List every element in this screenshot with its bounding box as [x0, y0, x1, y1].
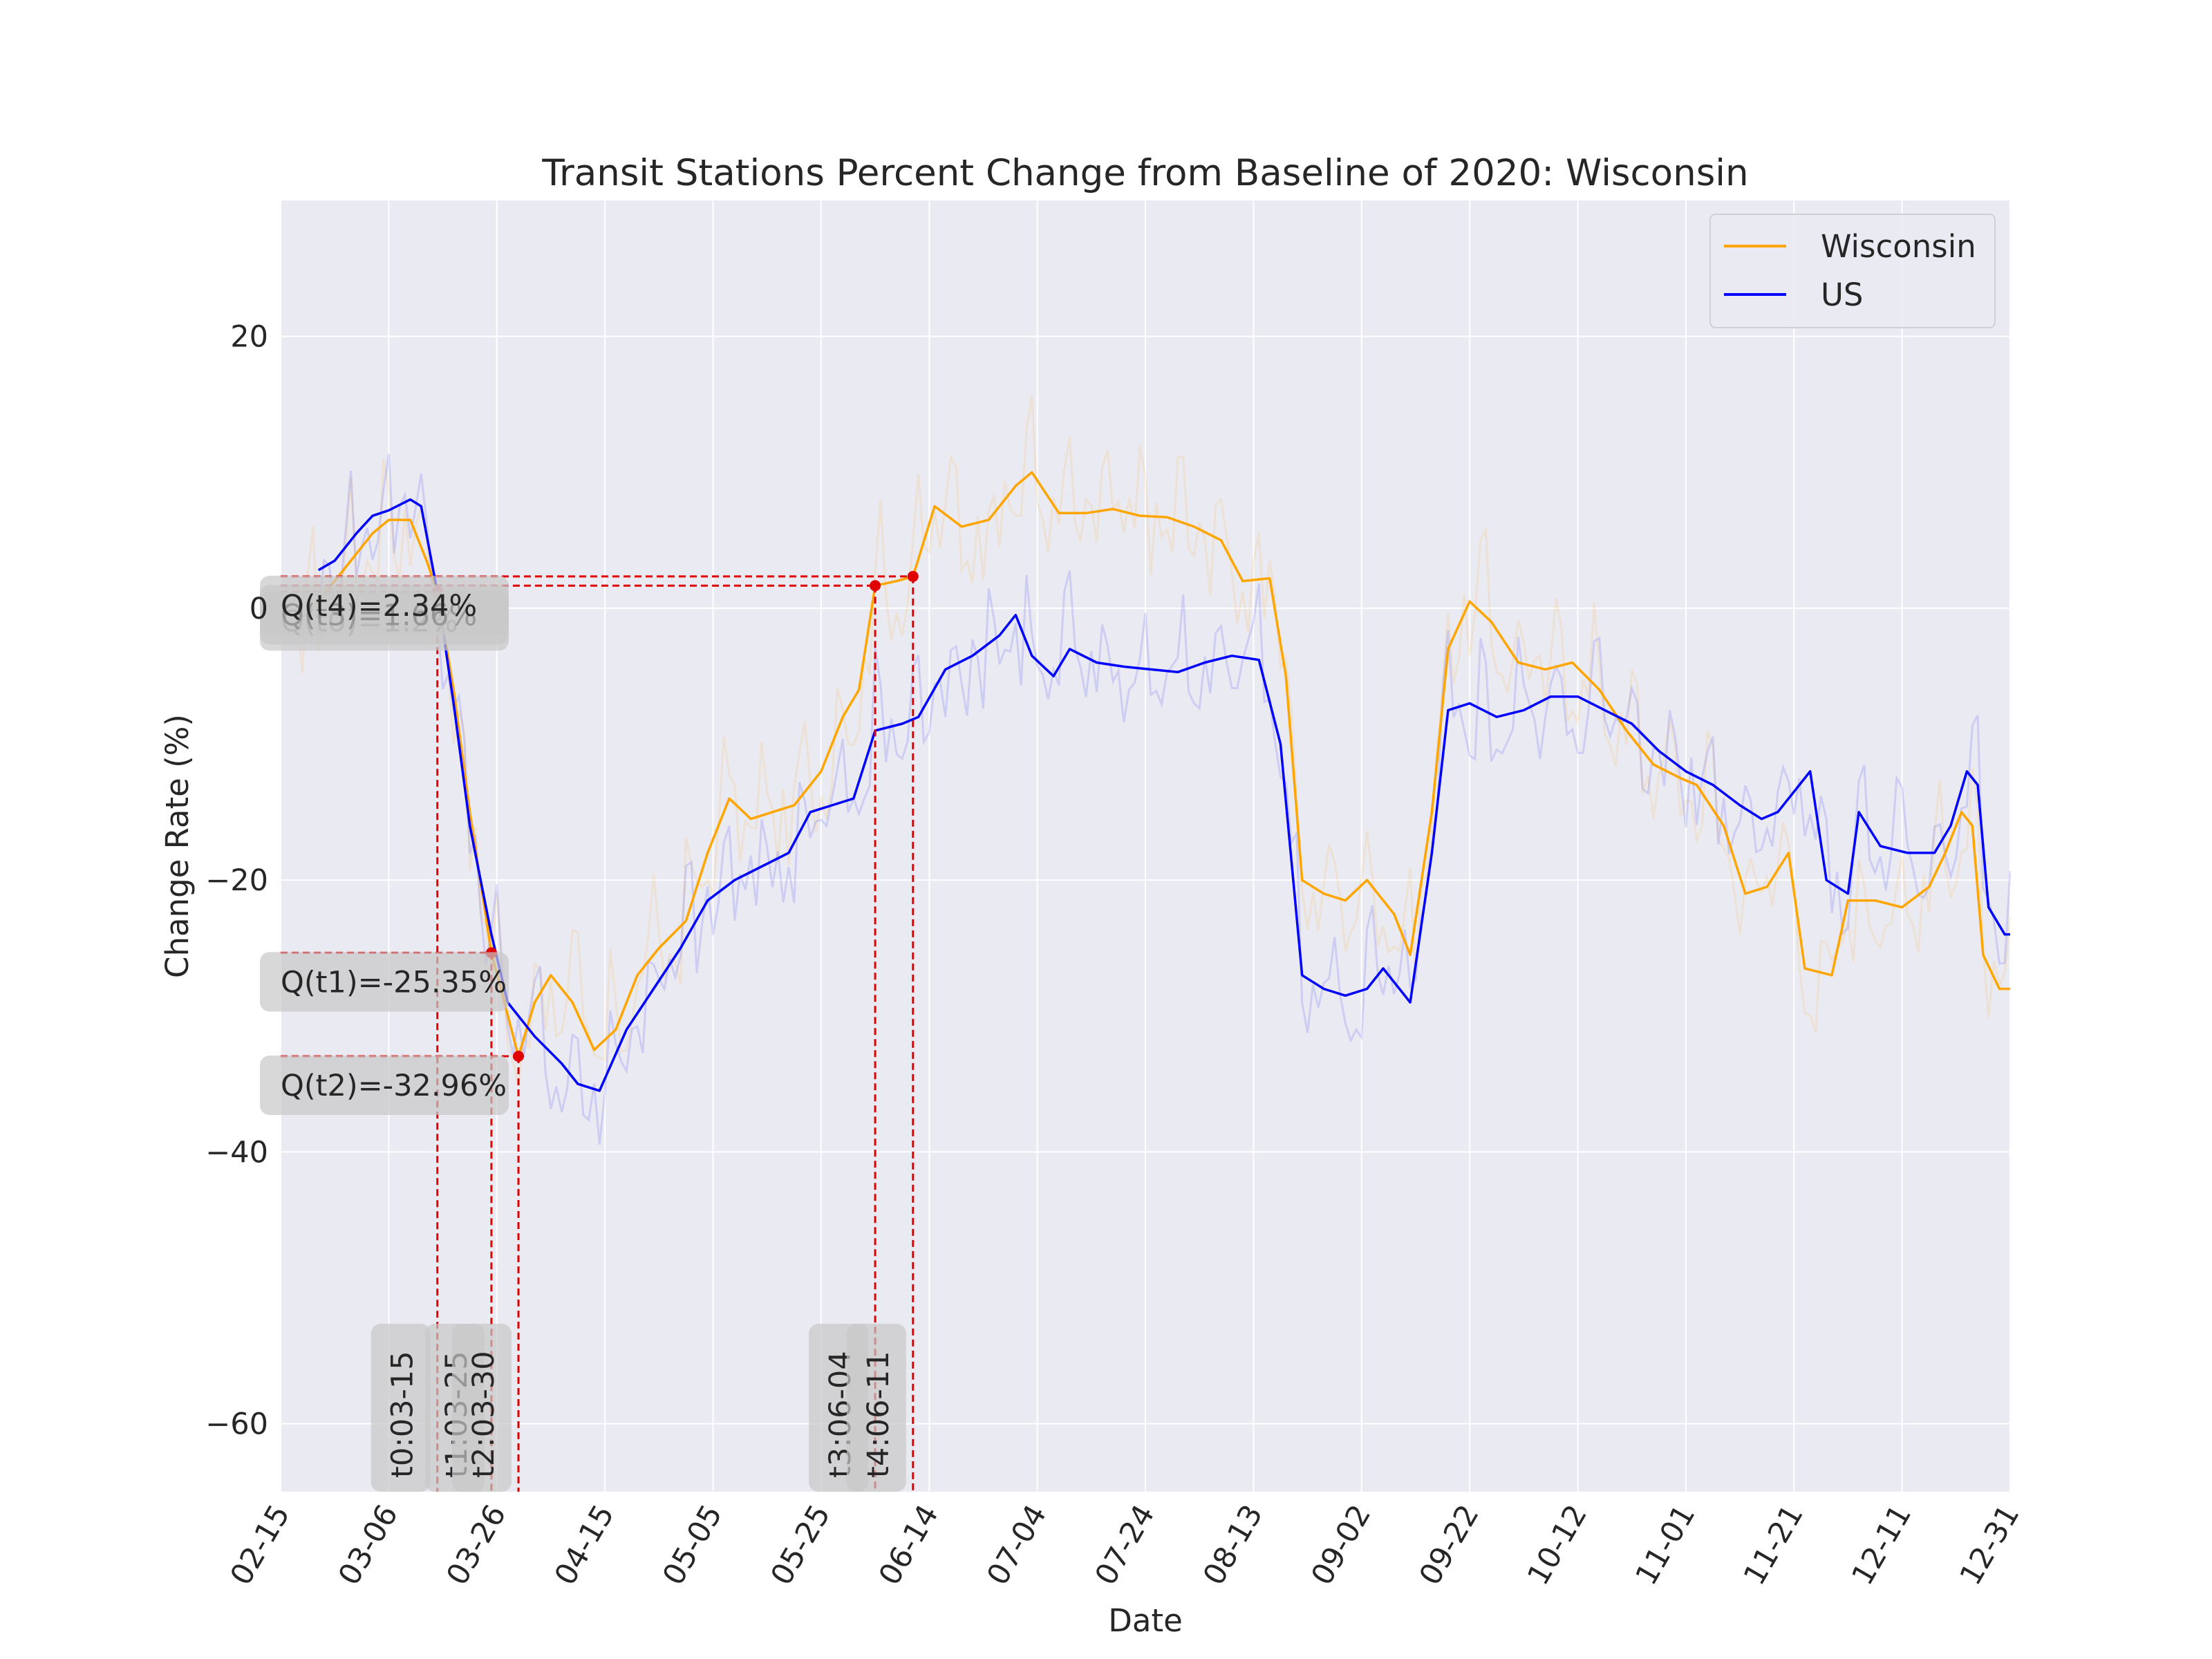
y-axis-label: Change Rate (%): [159, 714, 196, 978]
chart-title: Transit Stations Percent Change from Bas…: [541, 152, 1748, 194]
x-annotation-label: t4:06-11: [861, 1351, 896, 1478]
annotation-labels: Q(t0)=1.2%t0:03-15Q(t1)=-25.35%t1:03-25Q…: [260, 575, 906, 1492]
x-tick-label: 05-05: [656, 1499, 729, 1591]
x-annotation-label: t0:03-15: [386, 1351, 420, 1478]
x-tick-label: 12-31: [1953, 1499, 2027, 1591]
annotation-point: [870, 580, 881, 592]
x-tick-label: 03-26: [440, 1499, 513, 1591]
raw-line-1: [317, 453, 2012, 1145]
x-annotation-box: [846, 1324, 906, 1492]
raw-lines: [290, 395, 2012, 1145]
x-tick-label: 12-11: [1845, 1499, 1918, 1591]
x-annotation-box: [452, 1324, 512, 1492]
grid: [280, 200, 2011, 1492]
y-tick-label: −40: [205, 1135, 268, 1170]
x-tick-label: 04-15: [548, 1499, 621, 1591]
y-tick-label: −20: [205, 863, 268, 898]
x-annotation-label: t2:03-30: [467, 1351, 501, 1478]
x-tick-label: 05-25: [765, 1499, 838, 1591]
x-axis-label: Date: [1108, 1602, 1183, 1639]
y-annotation-label: Q(t1)=-25.35%: [281, 965, 507, 1000]
x-tick-label: 03-06: [332, 1499, 405, 1591]
x-tick-label: 11-01: [1629, 1499, 1703, 1591]
legend-box: [1709, 214, 1996, 328]
annotation-point: [513, 1050, 525, 1062]
x-tick-label: 07-24: [1089, 1499, 1162, 1591]
y-tick-label: 20: [230, 320, 268, 355]
y-annotation-box: [260, 1055, 509, 1115]
y-annotation-box: [260, 575, 509, 635]
series-line-1: [317, 498, 2010, 1092]
series-lines: [290, 471, 2010, 1092]
x-annotation-box: [371, 1324, 431, 1492]
x-tick-label: 09-02: [1304, 1499, 1378, 1591]
y-annotation-box: [260, 952, 509, 1012]
x-tick-label: 02-15: [224, 1499, 297, 1591]
raw-line-0: [290, 395, 2012, 1086]
annotation-point: [907, 570, 919, 582]
y-tick-label: −60: [205, 1407, 268, 1442]
legend: Wisconsin US: [1709, 214, 1996, 328]
x-tick-label: 07-04: [980, 1499, 1053, 1591]
legend-label-us: US: [1821, 276, 1864, 313]
x-tick-label: 08-13: [1197, 1499, 1270, 1591]
x-tick-label: 09-22: [1413, 1499, 1486, 1591]
series-line-0: [290, 471, 2010, 1058]
x-tick-label: 06-14: [872, 1499, 946, 1591]
y-annotation-label: Q(t4)=2.34%: [281, 589, 477, 624]
x-tick-label: 11-21: [1737, 1499, 1810, 1591]
legend-label-wisconsin: Wisconsin: [1821, 228, 1976, 265]
x-tick-label: 10-12: [1521, 1499, 1594, 1591]
y-tick-label: 0: [250, 592, 268, 626]
y-annotation-label: Q(t2)=-32.96%: [281, 1069, 507, 1103]
